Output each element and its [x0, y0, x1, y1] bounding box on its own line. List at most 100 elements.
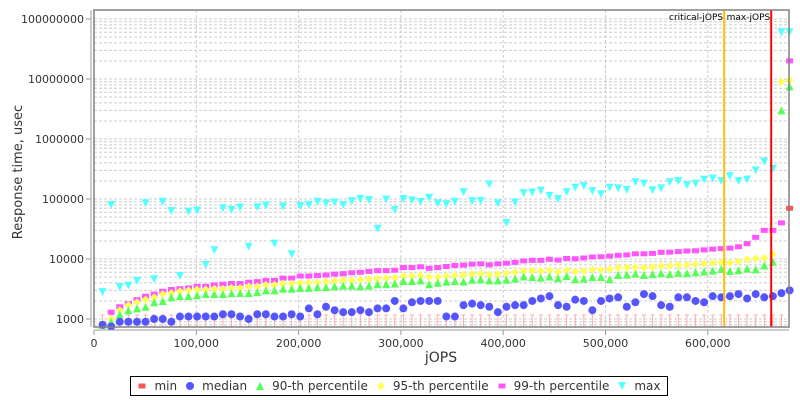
max-point: [364, 196, 373, 205]
99-th-percentile-point: [640, 251, 648, 257]
legend-label: min: [154, 379, 178, 393]
square-icon: [498, 383, 506, 389]
90-th-percentile-point: [614, 271, 623, 280]
95-th-percentile-point: [631, 263, 640, 272]
99-th-percentile-point: [279, 275, 287, 281]
95-th-percentile-point: [760, 253, 769, 262]
max-point: [700, 175, 709, 184]
90-th-percentile-point: [373, 280, 382, 289]
data-points: [98, 28, 794, 331]
legend-item-min: min: [137, 379, 177, 393]
max-point: [674, 176, 683, 185]
x-tick-label: 300,000: [378, 337, 424, 350]
square-icon: [138, 383, 146, 389]
90-th-percentile-point: [468, 275, 477, 284]
95-th-percentile-point: [579, 267, 588, 276]
99-th-percentile-point: [674, 249, 682, 255]
95-th-percentile-point: [725, 258, 734, 267]
90-th-percentile-point: [175, 292, 184, 301]
median-point: [760, 293, 769, 302]
99-th-percentile-point: [631, 251, 639, 257]
median-point: [665, 302, 674, 311]
max-point: [639, 179, 648, 188]
99-th-percentile-point: [588, 254, 596, 260]
median-point: [304, 304, 313, 313]
median-point: [124, 317, 133, 326]
median-point: [648, 292, 657, 301]
median-point: [734, 290, 743, 299]
max-point: [167, 207, 176, 216]
99-th-percentile-point: [554, 257, 562, 263]
median-point: [175, 312, 184, 321]
max-point: [459, 188, 468, 197]
95-th-percentile-point: [390, 273, 399, 282]
95-th-percentile-point: [665, 261, 674, 270]
95-th-percentile-point: [227, 283, 236, 292]
95-th-percentile-point: [459, 271, 468, 280]
90-th-percentile-point: [476, 275, 485, 284]
95-th-percentile-point: [571, 267, 580, 276]
max-point: [253, 203, 262, 212]
90-th-percentile-point: [287, 284, 296, 293]
max-point: [554, 195, 563, 203]
median-point: [236, 312, 245, 321]
99-th-percentile-point: [683, 248, 691, 254]
99-th-percentile-point: [580, 255, 588, 261]
90-th-percentile-point: [751, 265, 760, 274]
90-th-percentile-point: [554, 274, 563, 283]
95-th-percentile-point: [605, 265, 614, 274]
90-th-percentile-point: [485, 276, 494, 285]
max-point: [227, 205, 236, 214]
99-th-percentile-point: [331, 271, 339, 277]
95-th-percentile-point: [700, 259, 709, 268]
90-th-percentile-point: [700, 267, 709, 276]
max-point: [107, 200, 116, 209]
95-th-percentile-point: [279, 279, 288, 288]
99-th-percentile-point: [288, 275, 296, 281]
90-th-percentile-point: [390, 279, 399, 288]
99-th-percentile-point: [623, 252, 631, 258]
max-point: [562, 188, 571, 197]
99-th-percentile-point: [511, 259, 519, 265]
median-point: [725, 292, 734, 301]
legend-item-95-th-percentile: 95-th percentile: [376, 379, 489, 393]
99-th-percentile-point: [520, 258, 528, 264]
median-point: [657, 301, 666, 310]
95-th-percentile-point: [141, 295, 150, 304]
median-point: [588, 306, 597, 315]
median-point: [150, 315, 159, 323]
max-point: [356, 195, 365, 203]
99-th-percentile-point: [434, 265, 442, 271]
median-point: [347, 308, 356, 317]
99-th-percentile-point: [726, 245, 734, 251]
90-th-percentile-point: [708, 266, 717, 275]
x-tick-label: 200,000: [276, 337, 322, 350]
90-th-percentile-point: [313, 283, 322, 292]
90-th-percentile-point: [536, 273, 545, 282]
median-point: [141, 317, 150, 326]
median-point: [519, 301, 528, 310]
90-th-percentile-point: [184, 292, 193, 301]
max-point: [725, 172, 734, 181]
95-th-percentile-point: [296, 278, 305, 287]
max-point: [605, 183, 614, 192]
median-point: [433, 296, 442, 305]
median-point: [751, 290, 760, 299]
grid-lines: [94, 10, 789, 327]
legend-label: median: [202, 379, 248, 393]
max-point: [322, 199, 331, 208]
median-point: [536, 294, 545, 303]
median-point: [287, 310, 296, 319]
99-th-percentile-point: [322, 272, 330, 278]
max-point: [665, 178, 674, 187]
99-th-percentile-point: [245, 279, 253, 285]
max-point: [777, 28, 786, 37]
90-th-percentile-point: [279, 284, 288, 293]
legend-label: max: [634, 379, 661, 393]
90-th-percentile-point: [227, 289, 236, 298]
max-point: [614, 184, 623, 193]
95-th-percentile-point: [450, 271, 459, 280]
95-th-percentile-point: [416, 271, 425, 280]
max-point: [244, 242, 253, 251]
99-th-percentile-point: [606, 253, 614, 259]
